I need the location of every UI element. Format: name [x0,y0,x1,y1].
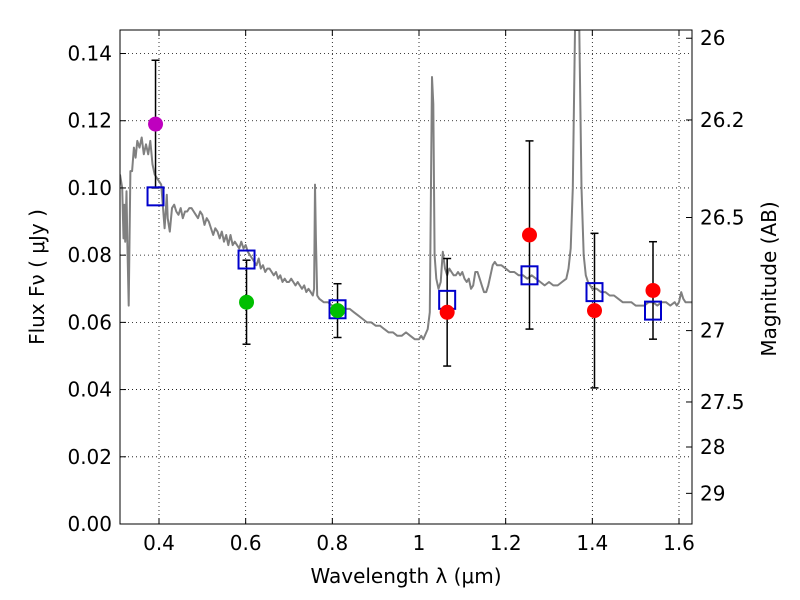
y-tick-label: 0.08 [67,243,112,267]
model-photometry-square [520,265,539,286]
model-photometry-square [237,249,256,270]
plot-area [120,30,692,524]
x-tick-label: 0.8 [316,531,348,555]
observation-layer [148,116,661,320]
x-tick-label: 1.2 [490,531,522,555]
right-tick-label: 27.5 [700,390,745,414]
x-tick-label: 1 [413,531,426,555]
x-tick-label: 0.4 [143,531,175,555]
plot-frame [119,29,693,525]
observation-point [645,282,661,298]
model-photometry-square [146,186,165,207]
y-tick-label: 0.06 [67,310,112,334]
right-tick-label: 26.5 [700,205,745,229]
right-tick-label: 28 [700,435,725,459]
right-tick-label: 26 [700,26,725,50]
x-axis-title: Wavelength λ (μm) [310,564,501,588]
observation-point [148,116,164,132]
observation-point [330,303,346,319]
right-tick-label: 27 [700,319,725,343]
right-tick-label: 29 [700,481,725,505]
right-axis-title: Magnitude (AB) [757,201,781,356]
observation-point [239,294,255,310]
y-tick-label: 0.04 [67,378,112,402]
model-photometry-square [328,299,347,320]
x-tick-label: 0.6 [230,531,262,555]
observation-point [587,303,602,319]
y-tick-label: 0.14 [67,42,112,66]
y-axis-title: Flux Fν ( μJy ) [25,209,49,345]
x-tick-label: 1.6 [663,531,695,555]
ticks [120,30,692,525]
x-tick-label: 1.4 [576,531,608,555]
model-photometry-square [585,282,604,303]
observation-point [439,304,455,320]
tick-labels: 0.4 0.6 0.8 1 1.2 1.4 1.6 0.00 0.02 0.04 0.06 0.08 0… [67,26,744,555]
model-photometry-square [644,300,662,321]
right-tick-label: 26.2 [700,108,745,132]
y-tick-label: 0.10 [67,176,112,200]
observation-point [522,227,537,243]
y-tick-label: 0.12 [67,109,112,133]
model-photometry-layer [146,186,662,321]
y-tick-label: 0.00 [67,512,112,536]
y-tick-label: 0.02 [67,445,112,469]
